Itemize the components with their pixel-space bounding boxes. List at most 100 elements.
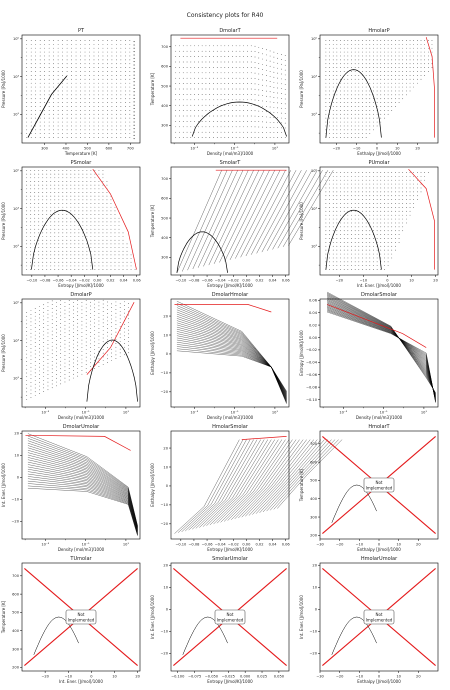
y-axis-label: Pressure [Pa]/1000 <box>299 202 304 240</box>
data-point <box>243 88 245 90</box>
data-point <box>133 94 135 96</box>
data-point <box>232 67 233 68</box>
data-point <box>209 61 211 63</box>
data-point <box>373 269 374 270</box>
data-point <box>133 108 135 110</box>
data-point <box>347 214 349 216</box>
data-point <box>102 225 104 226</box>
data-point <box>402 86 404 88</box>
data-point <box>269 101 271 103</box>
data-point <box>194 131 195 133</box>
data-point <box>340 191 341 193</box>
data-point <box>358 43 360 45</box>
y-tick-label: −0.10 <box>306 398 318 402</box>
data-point <box>102 348 104 350</box>
data-point <box>34 315 36 317</box>
data-point <box>85 364 87 366</box>
data-point <box>53 117 54 119</box>
data-point <box>406 191 407 193</box>
data-point <box>51 311 53 313</box>
data-point <box>116 40 117 41</box>
data-point <box>239 121 241 122</box>
data-point <box>380 51 382 53</box>
data-point <box>94 199 96 201</box>
x-tick-label: 0.06 <box>282 279 291 283</box>
data-point <box>70 228 72 230</box>
data-point <box>424 59 426 61</box>
data-point <box>343 106 345 107</box>
data-point <box>133 101 135 103</box>
data-point <box>376 222 378 224</box>
data-point <box>398 199 400 200</box>
data-point <box>66 221 68 223</box>
data-point <box>358 199 360 200</box>
data-point <box>77 307 79 309</box>
data-point <box>427 47 429 49</box>
data-point <box>325 195 327 197</box>
axes-frame <box>319 166 439 276</box>
data-point <box>129 75 131 76</box>
data-point <box>250 104 252 106</box>
data-point <box>125 106 126 107</box>
y-tick-label: 0 <box>166 484 169 488</box>
data-point <box>89 75 90 76</box>
data-point <box>125 86 126 88</box>
data-point <box>47 317 49 319</box>
x-tick-label: 20 <box>415 147 420 151</box>
data-point <box>198 72 199 74</box>
y-tick-label: 300 <box>161 256 169 260</box>
data-point <box>417 187 418 189</box>
data-point <box>175 126 177 128</box>
data-point <box>362 191 363 193</box>
data-point <box>228 115 229 117</box>
data-point <box>213 131 214 133</box>
data-point <box>343 59 345 61</box>
isobar <box>177 439 244 533</box>
data-point <box>258 110 260 112</box>
data-point <box>391 75 393 76</box>
x-tick-label: 0.04 <box>120 279 129 283</box>
data-point <box>281 59 282 60</box>
data-point <box>111 59 113 61</box>
x-tick-label: 20 <box>135 675 140 679</box>
y-tick-label: 0.06 <box>309 299 318 303</box>
x-tick-label: 700 <box>127 147 135 151</box>
data-point <box>116 55 117 57</box>
data-point <box>325 129 327 131</box>
data-point <box>66 71 68 72</box>
data-point <box>98 232 100 234</box>
data-point <box>133 47 135 49</box>
isotherm <box>27 442 138 528</box>
data-point <box>26 75 28 76</box>
data-point <box>325 238 327 239</box>
data-point <box>68 300 70 301</box>
data-point <box>78 258 80 259</box>
data-point <box>340 257 341 259</box>
isobar <box>234 439 300 520</box>
data-point <box>369 133 371 135</box>
data-point <box>89 90 90 92</box>
data-point <box>26 98 28 100</box>
data-point <box>205 137 207 138</box>
data-point <box>129 98 131 100</box>
data-point <box>51 376 53 377</box>
data-point <box>373 261 374 263</box>
x-tick-label: 0 <box>386 279 389 283</box>
x-tick-label: 10¹ <box>272 411 279 415</box>
data-point <box>77 341 79 343</box>
data-point <box>281 63 282 65</box>
data-point <box>340 269 341 270</box>
data-point <box>258 73 260 75</box>
data-point <box>343 191 345 193</box>
data-point <box>74 228 76 230</box>
data-point <box>98 225 100 226</box>
data-point <box>64 351 66 353</box>
data-point <box>340 102 341 103</box>
data-point <box>107 71 108 72</box>
data-point <box>347 51 349 53</box>
data-point <box>354 187 356 189</box>
data-point <box>380 234 382 235</box>
isotherm <box>27 457 138 531</box>
data-point <box>39 98 41 100</box>
data-point <box>133 64 135 66</box>
